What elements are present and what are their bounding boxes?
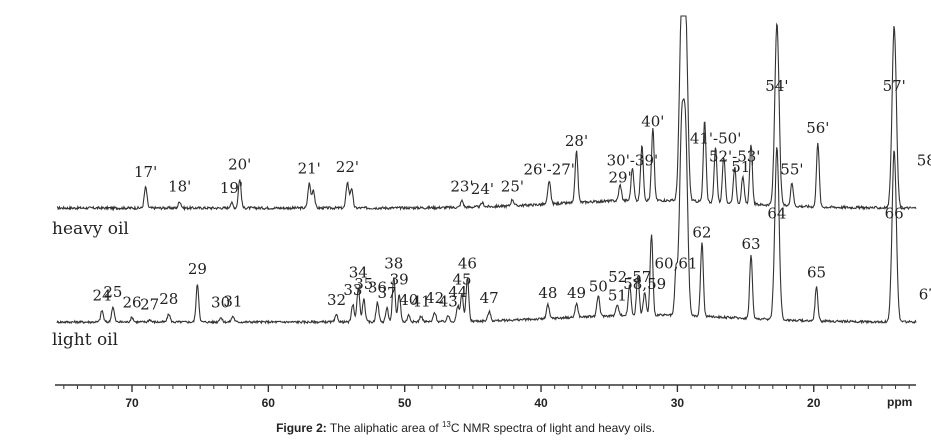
heavy-peak-label: 29' — [608, 168, 631, 186]
x-tick-label: 20 — [807, 396, 821, 410]
light-peak-label: 26 — [122, 293, 141, 311]
light-oil-series-label: light oil — [52, 330, 118, 350]
light-peak-label: 29 — [188, 260, 207, 278]
light-peak-label: 33 — [343, 281, 362, 299]
heavy-peak-label: 17' — [134, 163, 157, 181]
heavy-oil-spectrum: 17' 18' 19' 20' 21' 22' 23'24' 25'26'-27' 28' 29'… — [52, 15, 931, 239]
heavy-peak-label: 54' — [765, 77, 788, 95]
light-peak-label: 31 — [223, 292, 242, 310]
light-peak-label: 46 — [458, 254, 477, 272]
light-peak-label: 36 — [368, 278, 387, 296]
light-peak-label: 67 — [919, 285, 931, 303]
figure-caption: Figure 2: The aliphatic area of 13C NMR … — [0, 420, 931, 435]
light-peak-label: 42 — [425, 289, 444, 307]
light-peak-label: 37 — [377, 284, 396, 302]
heavy-peak-label: 52'-53' — [709, 148, 761, 166]
light-peak-label: 24 — [92, 287, 111, 305]
x-axis-unit-label: ppm — [887, 395, 912, 409]
heavy-peak-label: 57' — [883, 77, 906, 95]
light-peak-label: 38 — [384, 254, 403, 272]
x-tick-label: 40 — [534, 396, 548, 410]
light-peak-label: 62 — [692, 223, 711, 241]
x-tick-label: 30 — [671, 396, 685, 410]
heavy-peak-label: 28' — [565, 132, 588, 150]
heavy-peak-label: 30'-39' — [607, 152, 659, 170]
heavy-peak-label: 22' — [336, 158, 359, 176]
caption-text-before: The aliphatic area of — [329, 421, 442, 435]
light-peak-label: 44 — [448, 283, 467, 301]
heavy-peak-label: 18' — [168, 178, 191, 196]
heavy-peak-label: 51' — [731, 158, 754, 176]
light-peak-label: 25 — [103, 283, 122, 301]
light-peak-label: 64 — [767, 205, 786, 223]
light-oil-trace — [56, 98, 917, 325]
caption-label: Figure 2: — [276, 421, 327, 435]
light-peak-label: 65 — [807, 264, 826, 282]
light-peak-label: 52-57 — [608, 268, 651, 286]
light-peak-label: 58,59 — [623, 275, 666, 293]
light-peak-label: 51 — [608, 287, 627, 305]
heavy-peak-label: 56' — [806, 119, 829, 137]
heavy-peak-label: 24' — [471, 180, 494, 198]
light-peak-label: 40 — [399, 291, 418, 309]
heavy-peak-label: 26'-27' — [523, 161, 575, 179]
x-axis: 70 60 50 40 30 20 ppm — [55, 384, 916, 410]
light-peak-label: 49 — [567, 284, 586, 302]
light-peak-label: 45 — [452, 270, 471, 288]
heavy-oil-series-label: heavy oil — [52, 219, 129, 239]
light-peak-label: 47 — [480, 289, 499, 307]
x-tick-label: 50 — [398, 396, 412, 410]
heavy-peak-label: 55' — [780, 161, 803, 179]
light-peak-label: 41 — [412, 292, 431, 310]
light-peak-label: 28 — [159, 290, 178, 308]
heavy-peak-label: 41'-50' — [690, 129, 742, 147]
heavy-oil-peak-labels: 17' 18' 19' 20' 21' 22' 23'24' 25'26'-27' 28' 29'… — [134, 77, 931, 198]
light-peak-label: 39 — [390, 270, 409, 288]
heavy-peak-label: 25' — [501, 178, 524, 196]
heavy-oil-trace — [56, 15, 917, 212]
light-peak-label: 35 — [354, 275, 373, 293]
heavy-peak-label: 20' — [228, 155, 251, 173]
light-peak-label: 43 — [439, 292, 458, 310]
heavy-peak-label: 23' — [450, 178, 473, 196]
heavy-peak-label: 21' — [298, 159, 321, 177]
caption-superscript: 13 — [441, 420, 451, 429]
x-axis-ticks: 70 60 50 40 30 20 — [63, 385, 910, 410]
light-peak-label: 27 — [140, 296, 159, 314]
x-tick-label: 70 — [125, 396, 139, 410]
light-peak-label: 60,61 — [655, 254, 698, 272]
light-peak-label: 63 — [741, 235, 760, 253]
light-peak-label: 48 — [538, 284, 557, 302]
x-tick-label: 60 — [262, 396, 276, 410]
heavy-peak-label: 40' — [641, 113, 664, 131]
heavy-peak-label: 58' — [917, 152, 931, 170]
heavy-peak-label: 19' — [220, 179, 243, 197]
light-peak-label: 34 — [349, 264, 368, 282]
light-peak-label: 50 — [589, 277, 608, 295]
light-peak-label: 30 — [211, 293, 230, 311]
caption-text-after: C NMR spectra of light and heavy oils. — [450, 421, 655, 435]
light-peak-label: 66 — [885, 205, 904, 223]
light-peak-label: 32 — [327, 291, 346, 309]
